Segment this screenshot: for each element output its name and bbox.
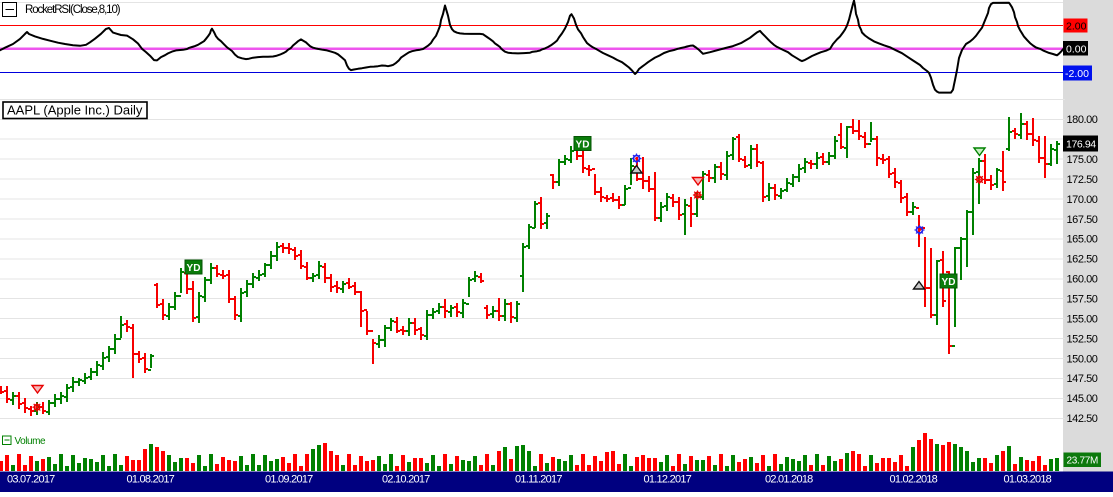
svg-text:162.50: 162.50 xyxy=(1067,254,1098,266)
svg-text:157.50: 157.50 xyxy=(1067,294,1098,306)
svg-text:23.77M: 23.77M xyxy=(1067,456,1099,467)
svg-text:-2.00: -2.00 xyxy=(1065,68,1089,80)
svg-text:01.03.2018: 01.03.2018 xyxy=(1004,474,1052,486)
svg-text:172.50: 172.50 xyxy=(1067,174,1098,186)
svg-text:02.10.2017: 02.10.2017 xyxy=(382,474,430,486)
svg-text:167.50: 167.50 xyxy=(1067,214,1098,226)
svg-text:AAPL (Apple Inc.) Daily: AAPL (Apple Inc.) Daily xyxy=(7,103,143,118)
svg-text:155.00: 155.00 xyxy=(1067,313,1098,325)
svg-text:YD: YD xyxy=(576,140,590,151)
svg-text:180.00: 180.00 xyxy=(1067,114,1098,126)
svg-text:2.00: 2.00 xyxy=(1066,21,1087,33)
svg-text:145.00: 145.00 xyxy=(1067,393,1098,405)
svg-text:165.00: 165.00 xyxy=(1067,234,1098,246)
svg-text:01.09.2017: 01.09.2017 xyxy=(265,474,313,486)
svg-text:01.11.2017: 01.11.2017 xyxy=(515,474,562,486)
svg-text:0.00: 0.00 xyxy=(1066,44,1087,56)
svg-text:01.08.2017: 01.08.2017 xyxy=(127,474,175,486)
svg-text:170.00: 170.00 xyxy=(1067,194,1098,206)
svg-text:RocketRSI(Close,8,10): RocketRSI(Close,8,10) xyxy=(25,4,121,16)
svg-text:142.50: 142.50 xyxy=(1067,413,1098,425)
svg-text:YD: YD xyxy=(187,263,201,274)
svg-text:YD: YD xyxy=(942,277,956,288)
svg-text:Volume: Volume xyxy=(15,436,47,447)
svg-text:01.02.2018: 01.02.2018 xyxy=(890,474,938,486)
svg-text:176.94: 176.94 xyxy=(1066,139,1096,151)
svg-text:152.50: 152.50 xyxy=(1067,333,1098,345)
svg-text:02.01.2018: 02.01.2018 xyxy=(765,474,813,486)
svg-text:01.12.2017: 01.12.2017 xyxy=(644,474,692,486)
svg-text:160.00: 160.00 xyxy=(1067,274,1098,286)
svg-text:150.00: 150.00 xyxy=(1067,353,1098,365)
svg-text:175.00: 175.00 xyxy=(1067,154,1098,166)
svg-text:147.50: 147.50 xyxy=(1067,373,1098,385)
svg-text:03.07.2017: 03.07.2017 xyxy=(7,474,55,486)
